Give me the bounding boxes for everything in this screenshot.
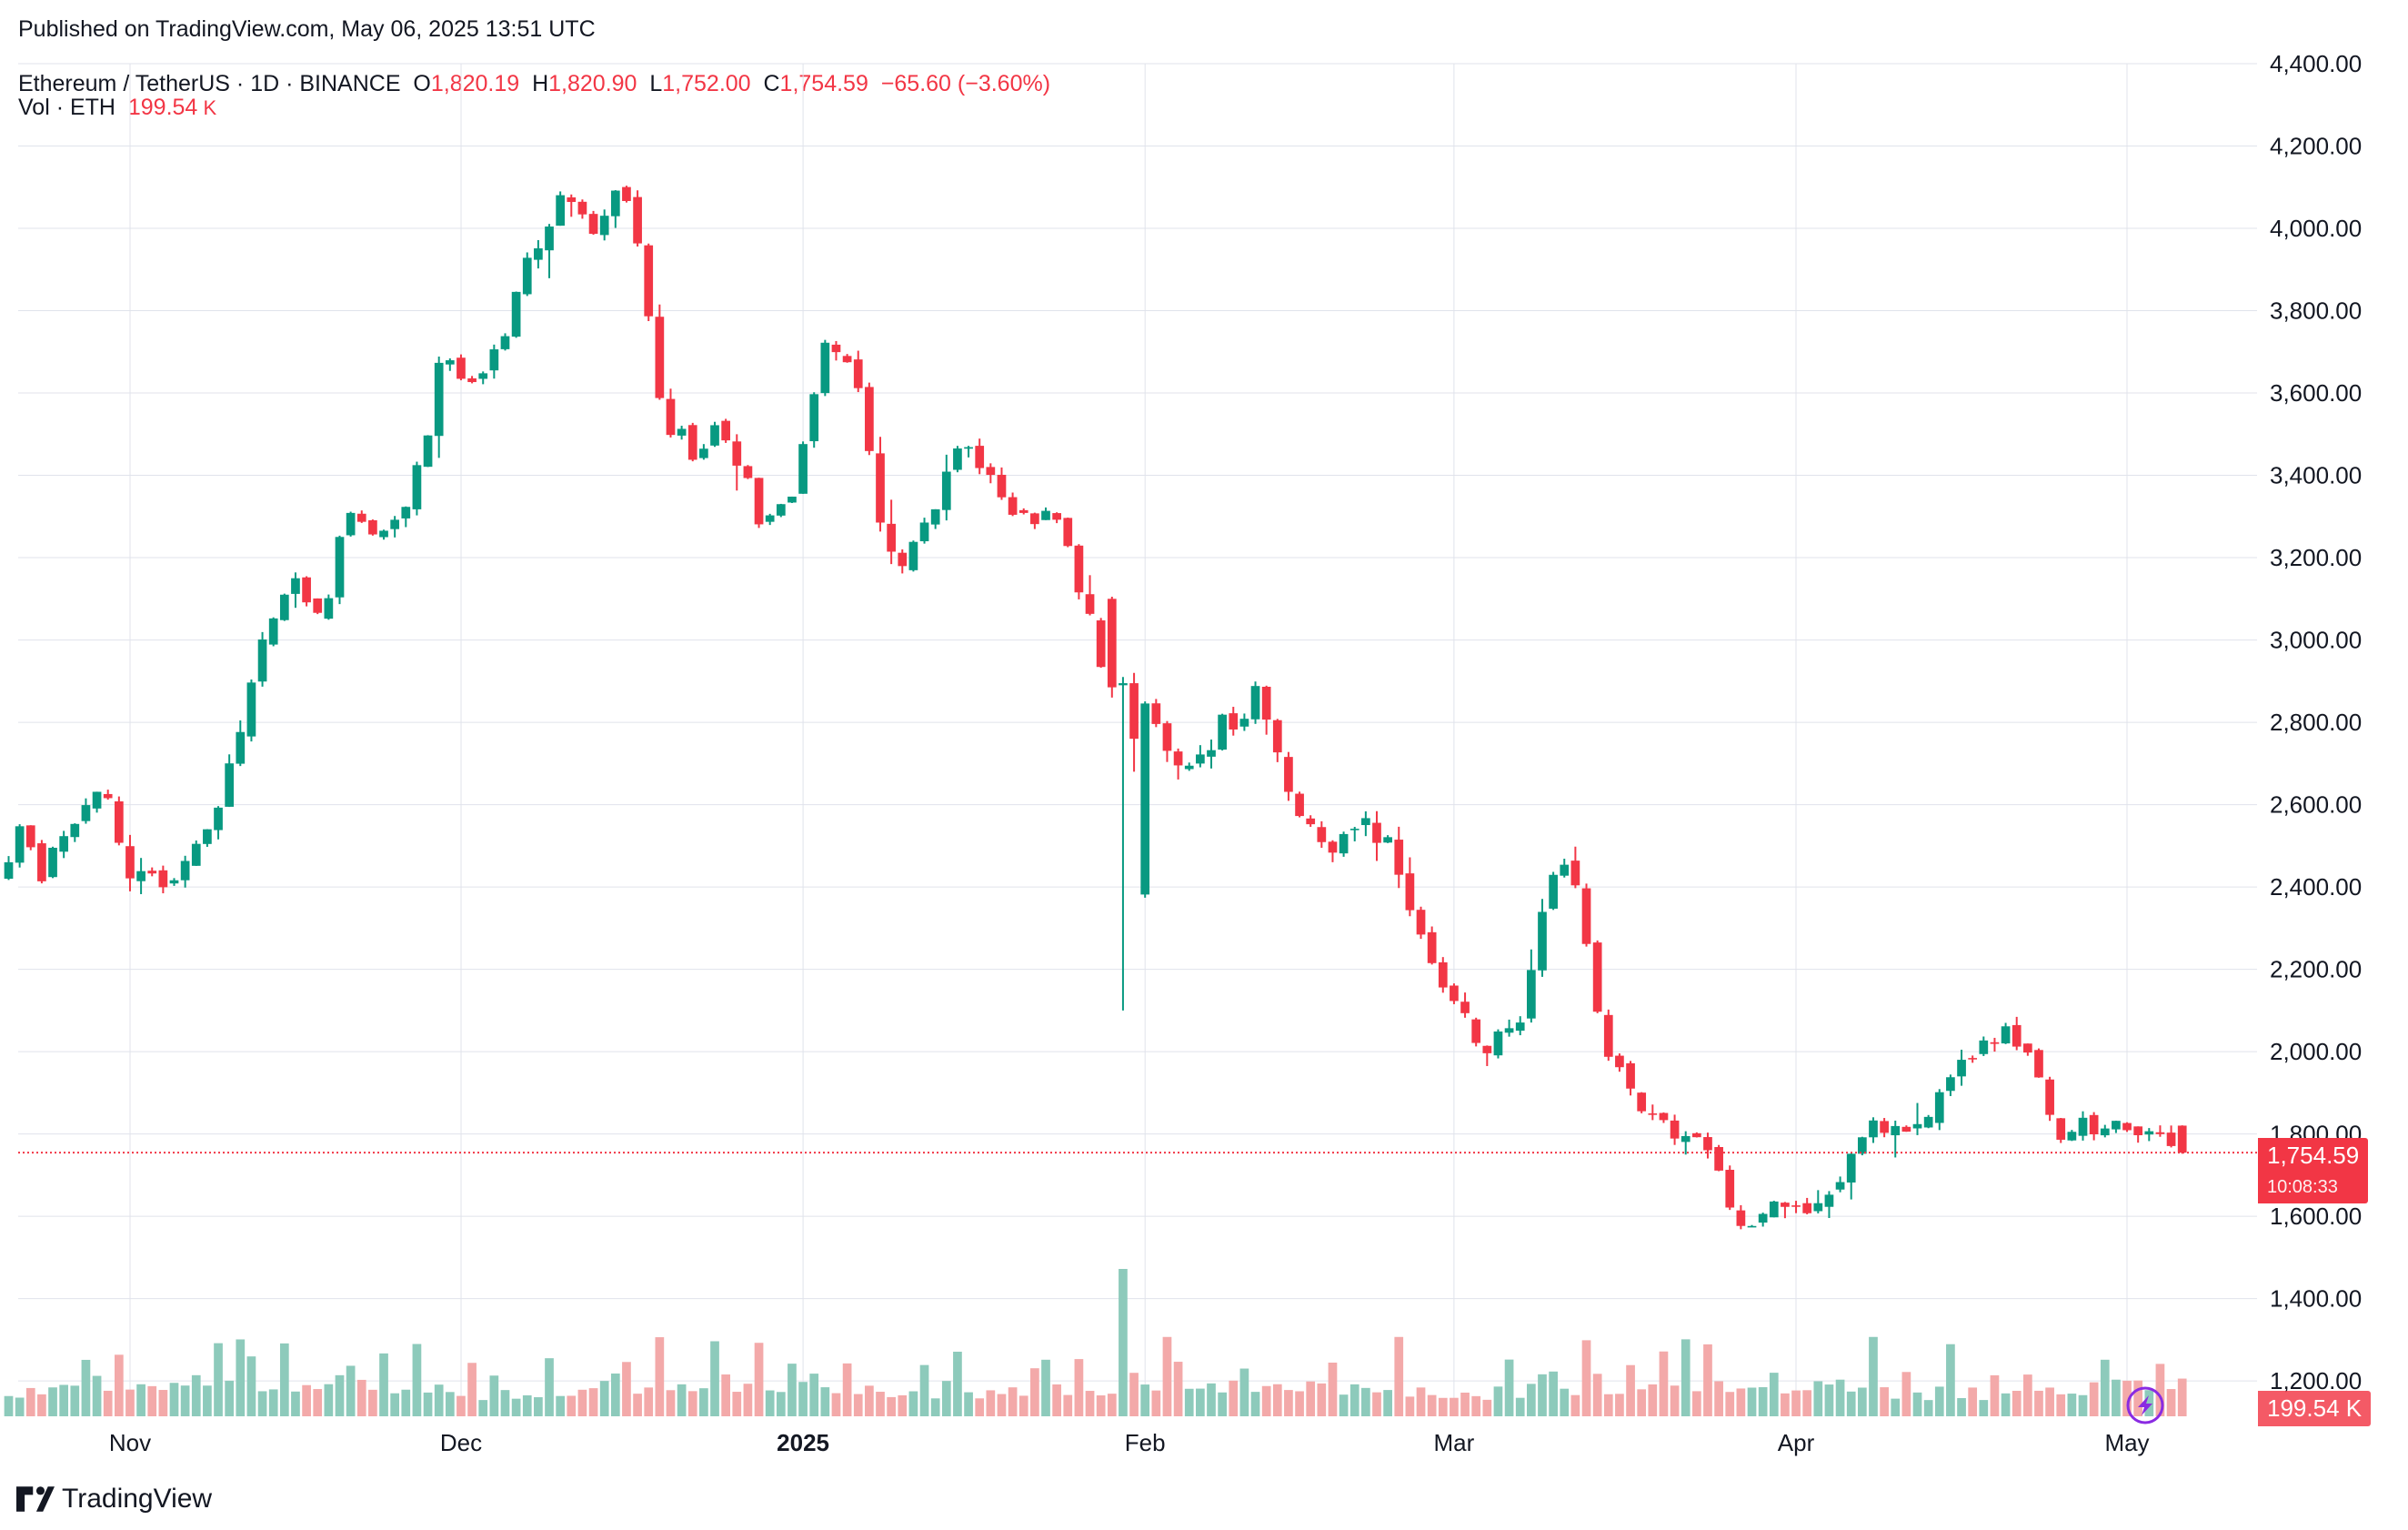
svg-text:2,800.00: 2,800.00 (2270, 709, 2362, 736)
svg-text:Mar: Mar (1434, 1429, 1475, 1456)
svg-text:Dec: Dec (440, 1429, 482, 1456)
svg-text:2025: 2025 (777, 1429, 829, 1456)
svg-text:3,200.00: 3,200.00 (2270, 544, 2362, 571)
svg-text:1,600.00: 1,600.00 (2270, 1203, 2362, 1230)
svg-text:4,000.00: 4,000.00 (2270, 215, 2362, 242)
svg-text:4,400.00: 4,400.00 (2270, 50, 2362, 77)
svg-text:May: May (2104, 1429, 2149, 1456)
svg-text:3,600.00: 3,600.00 (2270, 379, 2362, 407)
svg-text:1,400.00: 1,400.00 (2270, 1285, 2362, 1313)
svg-text:3,400.00: 3,400.00 (2270, 462, 2362, 489)
svg-text:Nov: Nov (109, 1429, 151, 1456)
svg-text:2,200.00: 2,200.00 (2270, 956, 2362, 983)
svg-text:3,000.00: 3,000.00 (2270, 627, 2362, 654)
svg-text:Feb: Feb (1125, 1429, 1166, 1456)
svg-text:4,200.00: 4,200.00 (2270, 133, 2362, 160)
svg-text:2,400.00: 2,400.00 (2270, 873, 2362, 901)
svg-text:Apr: Apr (1778, 1429, 1815, 1456)
svg-text:2,600.00: 2,600.00 (2270, 791, 2362, 819)
svg-text:3,800.00: 3,800.00 (2270, 297, 2362, 325)
svg-text:2,000.00: 2,000.00 (2270, 1038, 2362, 1065)
